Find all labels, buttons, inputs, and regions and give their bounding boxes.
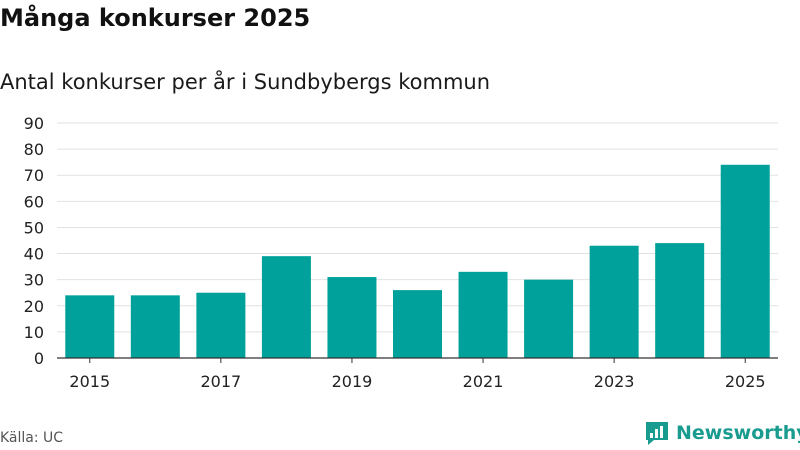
bar-2017	[196, 292, 246, 358]
y-tick-label: 0	[34, 349, 44, 368]
bar-2020	[393, 290, 442, 358]
bar-2023	[589, 245, 639, 358]
brand-name: Newsworthy	[676, 422, 800, 444]
y-tick-label: 60	[24, 192, 44, 211]
x-tick-label: 2019	[332, 372, 373, 391]
x-tick-label: 2023	[594, 372, 635, 391]
y-tick-label: 30	[24, 271, 44, 290]
bar-2019	[327, 277, 377, 358]
chart-title: Många konkurser 2025	[0, 4, 311, 32]
newsworthy-logo-icon	[646, 422, 668, 445]
x-tick-label: 2025	[725, 372, 766, 391]
y-tick-label: 20	[24, 297, 44, 316]
y-tick-label: 70	[24, 166, 44, 185]
bar-2024	[655, 243, 705, 358]
bar-2018	[261, 256, 311, 358]
x-tick-label: 2021	[463, 372, 504, 391]
y-tick-label: 40	[24, 245, 44, 264]
bar-2025	[720, 164, 770, 358]
y-tick-label: 80	[24, 140, 44, 159]
bar-2015	[65, 295, 115, 358]
source-note: Källa: UC	[0, 430, 64, 446]
y-tick-label: 90	[24, 114, 44, 133]
x-tick-label: 2017	[201, 372, 242, 391]
y-tick-label: 10	[24, 323, 44, 342]
bar-2016	[130, 295, 180, 358]
x-tick-label: 2015	[69, 372, 110, 391]
bar-2021	[458, 271, 508, 358]
chart-subtitle: Antal konkurser per år i Sundbybergs kom…	[0, 70, 491, 94]
bar-2022	[524, 279, 574, 358]
y-tick-label: 50	[24, 218, 44, 237]
brand-logo: Newsworthy	[644, 420, 800, 446]
